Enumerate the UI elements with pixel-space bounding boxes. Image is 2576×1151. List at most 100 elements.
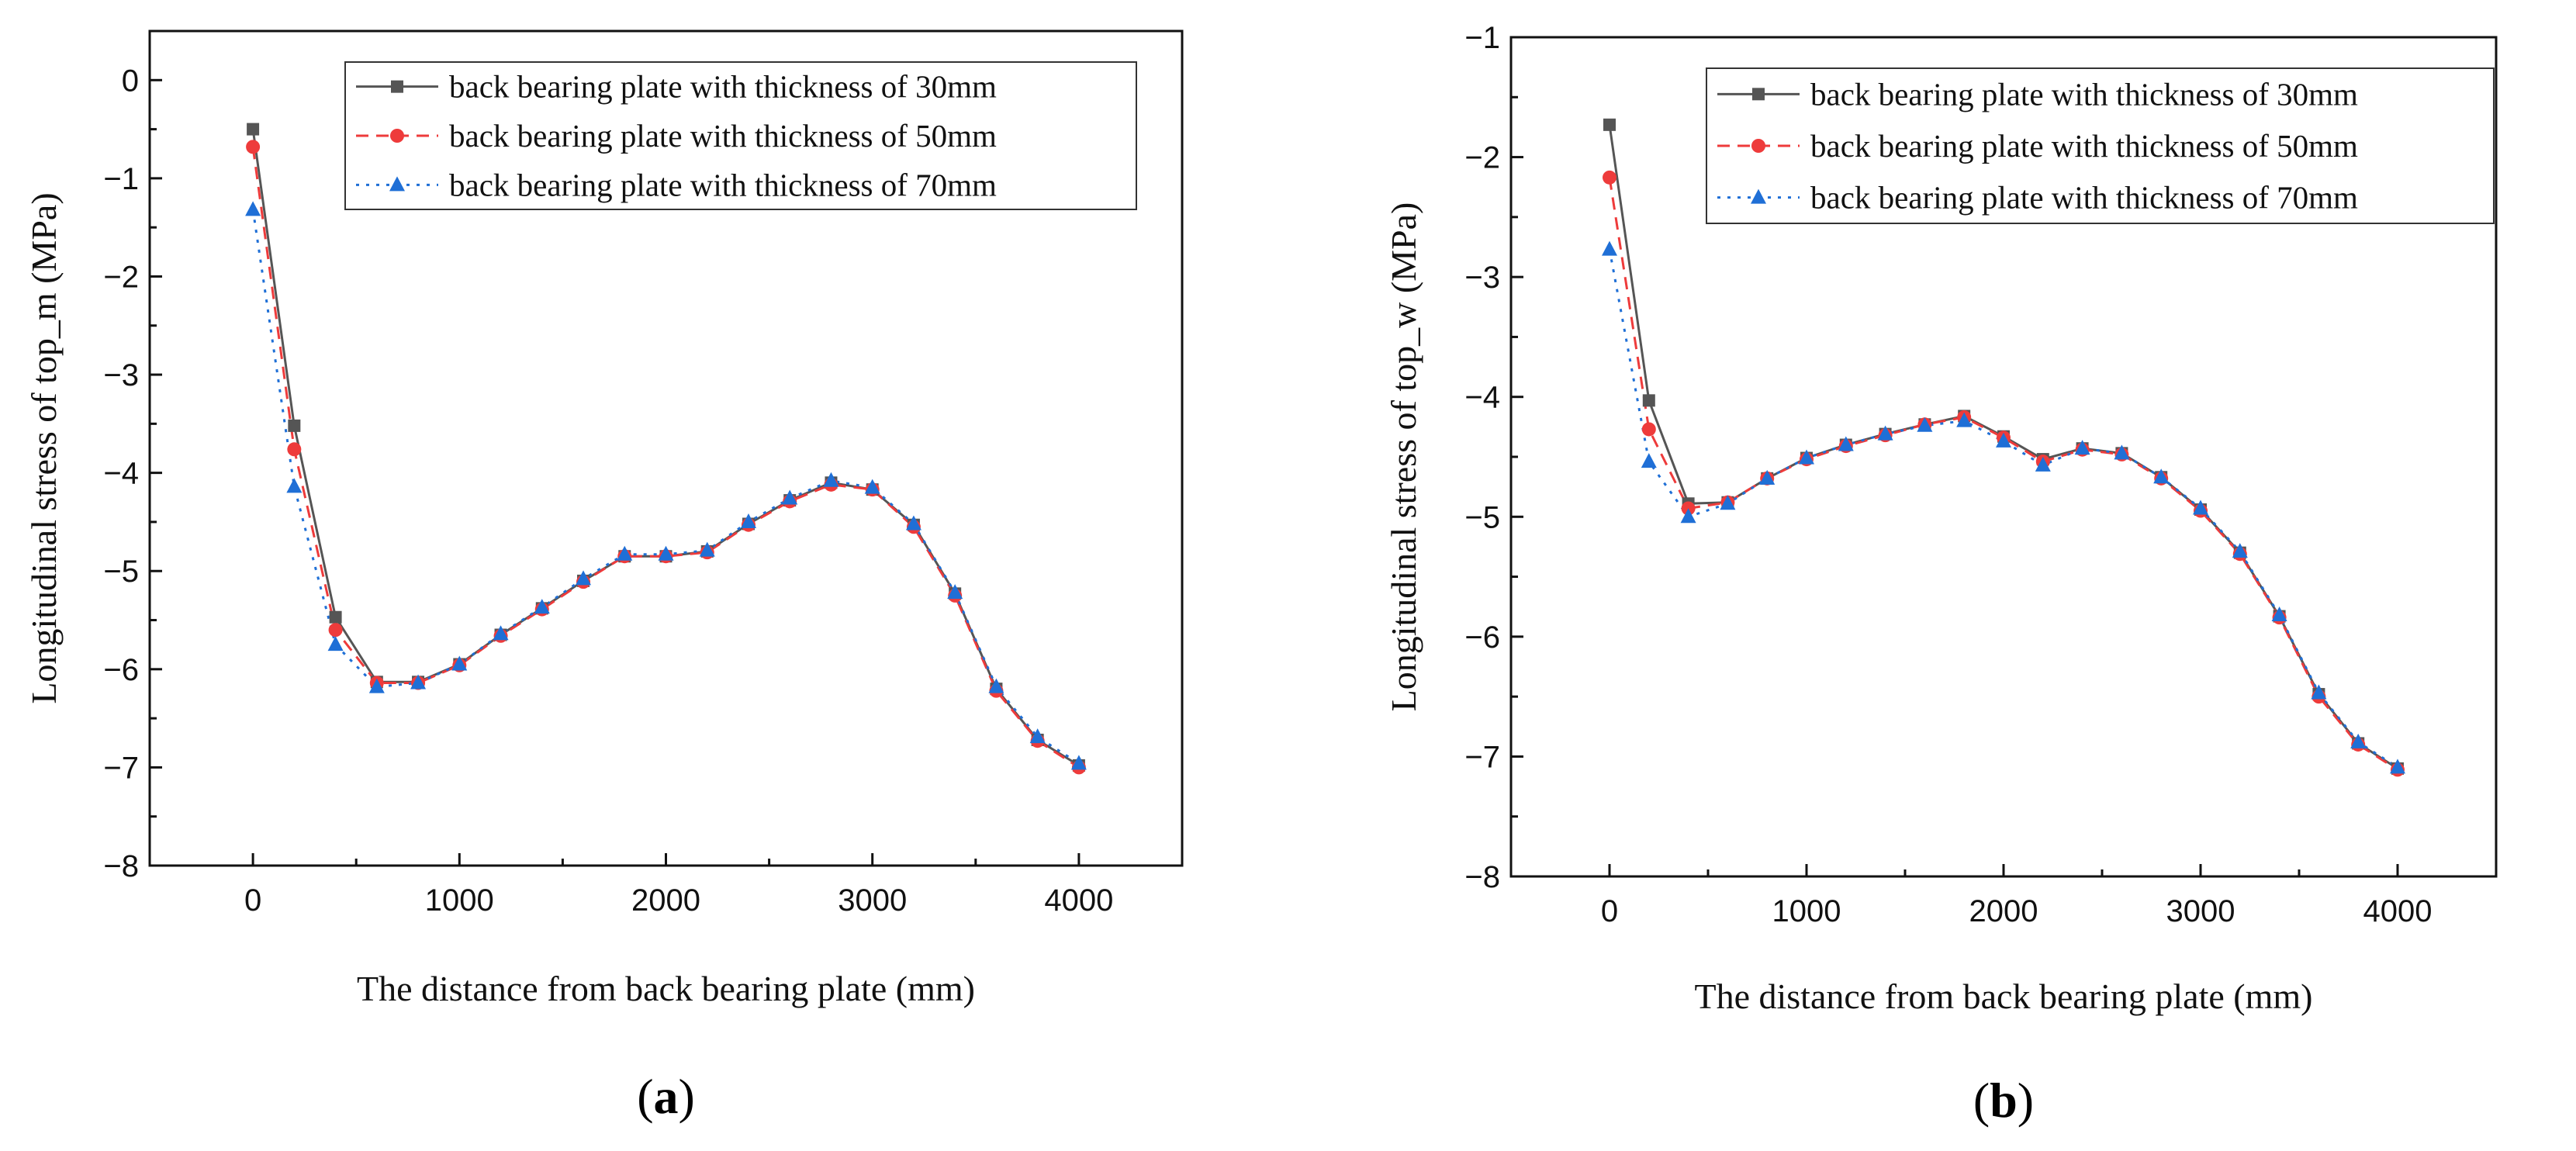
series-line-1	[251, 129, 1080, 767]
data-point	[1917, 417, 1933, 432]
data-point	[2232, 543, 2248, 558]
legend-entry-label: back bearing plate with thickness of 50m…	[1810, 128, 2358, 164]
data-point	[1602, 240, 1617, 256]
data-point	[329, 610, 342, 624]
data-point	[740, 513, 756, 528]
x-tick-label: 2000	[631, 883, 700, 918]
data-point	[368, 678, 385, 693]
legend-marker	[389, 176, 405, 192]
data-point	[246, 140, 261, 154]
legend-box	[1706, 67, 2495, 224]
data-point	[1838, 436, 1854, 451]
data-point	[2074, 440, 2090, 455]
data-point	[2311, 684, 2327, 700]
y-tick-label: −5	[1464, 500, 1500, 534]
data-point	[245, 201, 261, 216]
data-point	[1996, 432, 2011, 448]
data-point	[1641, 422, 1656, 437]
data-point	[451, 655, 468, 671]
data-point	[286, 478, 303, 493]
y-tick-label: −2	[1464, 141, 1500, 175]
data-point	[2193, 499, 2208, 515]
legend-marker	[1751, 139, 1765, 153]
y-tick-label: −1	[103, 162, 139, 196]
data-point	[247, 123, 260, 136]
data-point	[617, 545, 633, 561]
y-tick-label: −1	[1464, 21, 1500, 55]
data-point	[287, 442, 302, 457]
data-point	[1680, 508, 1696, 524]
series-line-2	[251, 147, 1080, 769]
x-tick-label: 4000	[2363, 894, 2433, 928]
data-point	[2035, 456, 2051, 472]
data-point	[1759, 469, 1776, 485]
y-tick-label: −4	[103, 457, 139, 491]
chart-panel-b: 0 1000 2000 3000 4000 −1 −2 −3 −4 −5 −6 −7 −8 back be…	[1384, 21, 2498, 1128]
x-tick-label: 3000	[2166, 894, 2235, 928]
x-tick-label: 1000	[425, 883, 494, 918]
data-point	[864, 479, 880, 494]
chart-panel-a: 0 1000 2000 3000 4000 0 −1 −2 −3 −4 −5 −6 −7 −8 back b…	[24, 29, 1184, 1124]
y-axis-title: Longitudinal stress of top_m (MPa)	[24, 192, 64, 703]
series-markers-3	[245, 201, 1087, 770]
panel-label: (b)	[1973, 1073, 2034, 1128]
legend-entry-label: back bearing plate with thickness of 70m…	[1810, 180, 2358, 216]
x-axis-title: The distance from back bearing plate (mm…	[1694, 976, 2312, 1016]
data-point	[1603, 118, 1616, 131]
data-point	[327, 636, 344, 652]
data-point	[699, 541, 715, 557]
series-markers-2	[1603, 170, 2405, 777]
legend-box	[344, 61, 1137, 210]
data-point	[1070, 755, 1087, 770]
data-point	[1029, 728, 1046, 744]
data-point	[782, 489, 798, 505]
legend-entry-label: back bearing plate with thickness of 30m…	[449, 69, 997, 105]
data-point	[658, 545, 674, 561]
series-markers-3	[1602, 240, 2405, 774]
y-tick-label: −2	[103, 260, 139, 294]
y-tick-label: −8	[103, 849, 139, 883]
legend-entry-label: back bearing plate with thickness of 30m…	[1810, 76, 2358, 112]
y-tick-label: −3	[1464, 261, 1500, 295]
data-point	[2390, 759, 2405, 774]
y-tick-label: −3	[103, 358, 139, 392]
data-point	[1799, 449, 1814, 465]
legend-marker	[391, 80, 403, 93]
data-point	[410, 674, 427, 690]
data-point	[905, 515, 921, 531]
data-point	[823, 472, 839, 487]
data-point	[2114, 444, 2130, 460]
data-point	[534, 599, 550, 614]
x-tick-label: 2000	[1969, 894, 2038, 928]
data-point	[2153, 468, 2170, 484]
legend: back bearing plate with thickness of 30m…	[344, 61, 1137, 210]
y-tick-label: −8	[1464, 860, 1500, 894]
data-point	[2271, 607, 2287, 622]
legend-entry-label: back bearing plate with thickness of 70m…	[449, 167, 997, 202]
data-point	[1720, 495, 1736, 510]
y-tick-label: −5	[103, 555, 139, 589]
data-point	[288, 419, 301, 432]
legend-marker	[1751, 188, 1766, 204]
panel-label: (a)	[637, 1069, 695, 1124]
legend-entry-label: back bearing plate with thickness of 50m…	[449, 118, 997, 154]
data-point	[1641, 453, 1657, 468]
x-tick-label: 3000	[838, 883, 907, 918]
y-tick-label: −7	[1464, 740, 1500, 774]
legend-marker	[1752, 88, 1765, 101]
series-markers-2	[246, 140, 1086, 775]
y-tick-label: −7	[103, 751, 139, 785]
x-tick-label: 1000	[1772, 894, 1841, 928]
data-point	[947, 584, 963, 600]
data-point	[328, 623, 343, 638]
x-tick-label: 0	[1601, 894, 1618, 928]
legend-marker	[390, 129, 404, 143]
data-point	[493, 625, 509, 641]
legend: back bearing plate with thickness of 30m…	[1706, 67, 2495, 224]
x-tick-label: 4000	[1044, 883, 1113, 918]
data-point	[1877, 425, 1893, 441]
y-tick-label: 0	[122, 64, 139, 98]
y-tick-label: −4	[1464, 381, 1500, 415]
data-point	[1642, 394, 1655, 407]
